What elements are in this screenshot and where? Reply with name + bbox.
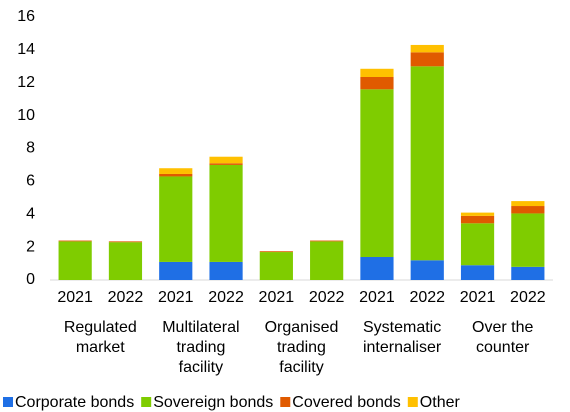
bar-segment <box>58 241 92 280</box>
legend-swatch <box>3 397 13 407</box>
bar-segment <box>460 215 495 224</box>
bar-segment <box>460 212 495 216</box>
x-tick-label: 2021 <box>359 289 395 306</box>
bar-segment <box>511 213 545 267</box>
bar-segment <box>310 240 344 242</box>
legend-swatch <box>280 397 291 407</box>
legend-swatch <box>407 397 418 407</box>
legend-label: Sovereign bonds <box>153 394 273 411</box>
y-tick-label: 16 <box>17 8 35 25</box>
x-tick-label: 2022 <box>409 289 445 306</box>
x-tick-label: 2022 <box>208 289 244 306</box>
bar-segment <box>511 206 545 214</box>
x-tick-label: 2022 <box>309 289 345 306</box>
group-label: trading <box>176 339 225 356</box>
bar-segment <box>209 164 243 262</box>
group-label: trading <box>277 339 326 356</box>
x-tick-label: 2021 <box>460 289 496 306</box>
bar-segment <box>360 76 394 90</box>
bar-segment <box>511 266 545 280</box>
bar-segment <box>410 52 444 67</box>
group-label: facility <box>179 359 223 376</box>
bar-segment <box>159 168 193 174</box>
group-label: Systematic <box>363 319 441 336</box>
bar-segment <box>108 241 143 243</box>
x-tick-label: 2021 <box>259 289 295 306</box>
bar-segment <box>159 173 193 177</box>
bar-segment <box>108 242 143 280</box>
bar-segment <box>460 223 495 266</box>
bar-segment <box>159 261 193 280</box>
bar-segment <box>310 241 344 280</box>
group-label: internaliser <box>363 339 442 356</box>
y-tick-label: 2 <box>26 238 35 255</box>
group-label: Multilateral <box>162 319 239 336</box>
bar-segment <box>410 260 444 280</box>
group-label: market <box>76 339 125 356</box>
x-tick-label: 2021 <box>57 289 93 306</box>
group-label: counter <box>476 339 530 356</box>
y-tick-label: 0 <box>26 271 35 288</box>
y-tick-label: 8 <box>26 140 35 157</box>
bar-segment <box>159 176 193 262</box>
x-tick-label: 2021 <box>158 289 194 306</box>
group-label: Over the <box>472 319 533 336</box>
bar-segment <box>360 256 394 280</box>
bar-segment <box>259 251 293 253</box>
x-tick-label: 2022 <box>510 289 546 306</box>
bar-segment <box>209 261 243 280</box>
bar-segment <box>58 240 92 242</box>
bar-segment <box>410 66 444 261</box>
group-label: facility <box>279 359 323 376</box>
legend-label: Other <box>420 394 461 411</box>
legend-swatch <box>141 397 152 407</box>
bar-segment <box>511 201 545 207</box>
bar-segment <box>360 89 394 257</box>
y-tick-label: 10 <box>17 107 35 124</box>
bar-segment <box>410 44 444 53</box>
bar-segment <box>209 163 243 165</box>
bar-segment <box>209 156 243 164</box>
legend-label: Corporate bonds <box>15 394 134 411</box>
y-tick-label: 12 <box>17 74 35 91</box>
bar-segment <box>259 252 293 280</box>
group-label: Regulated <box>64 319 137 336</box>
bar-segment <box>460 265 495 280</box>
x-tick-label: 2022 <box>108 289 144 306</box>
y-tick-label: 4 <box>26 205 35 222</box>
y-tick-label: 6 <box>26 173 35 190</box>
y-tick-label: 14 <box>17 41 35 58</box>
legend-label: Covered bonds <box>292 394 401 411</box>
group-label: Organised <box>265 319 339 336</box>
bar-segment <box>360 68 394 77</box>
